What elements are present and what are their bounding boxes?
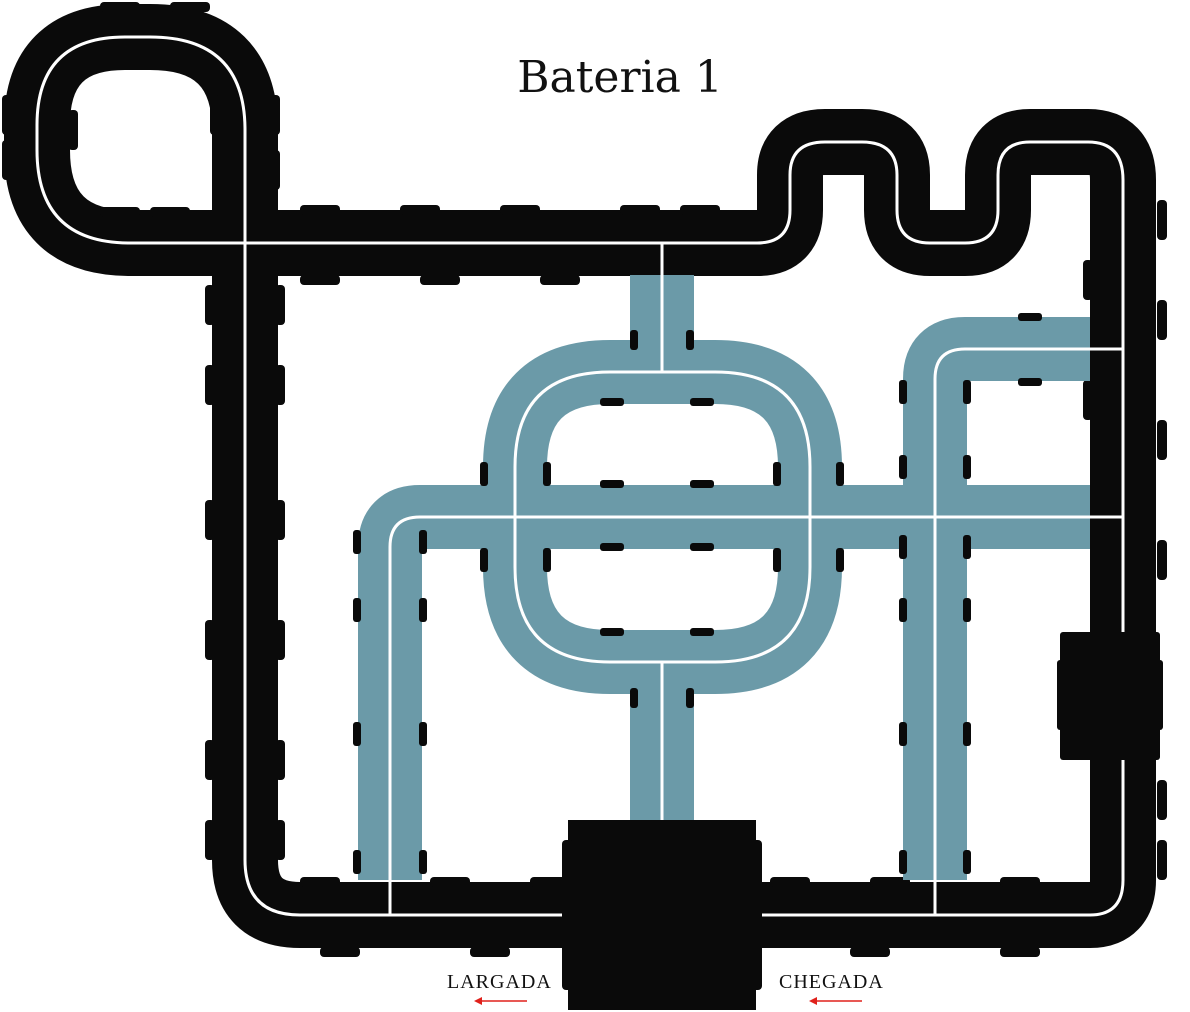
right-side-block [1057,632,1163,760]
branch-track [358,275,1090,880]
ring-center-line [513,370,812,664]
main-center-line [35,35,1125,917]
start-finish-block [562,820,762,1010]
finish-label: CHEGADA [779,971,884,993]
main-track-connectors [2,2,1167,957]
main-track [2,2,1167,957]
direction-arrows [474,997,862,1005]
branch-right [903,317,1090,880]
start-arrow-head [474,997,482,1005]
branch-connectors [353,313,1042,874]
start-label: LARGADA [447,971,552,993]
page-title: Bateria 1 [517,52,723,103]
right-branch-center-line [933,347,1123,915]
cross-bar-center-line [388,515,1123,915]
center-lines [35,35,1125,917]
finish-arrow-head [809,997,817,1005]
